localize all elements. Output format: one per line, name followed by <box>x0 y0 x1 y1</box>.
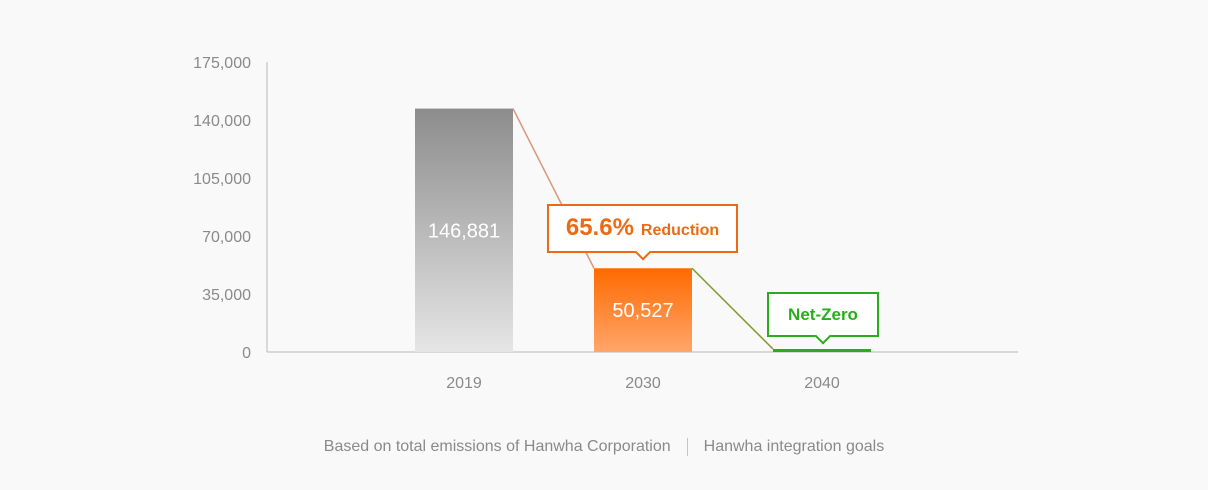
footnote-source: Based on total emissions of Hanwha Corpo… <box>323 438 671 455</box>
bar-value-label: 146,881 <box>428 220 500 242</box>
trend-connector <box>691 267 774 350</box>
reduction-callout: 65.6% Reduction <box>547 204 738 253</box>
x-tick-label: 2030 <box>625 375 661 392</box>
footnote: Based on total emissions of Hanwha Corpo… <box>0 438 1208 456</box>
y-tick-label: 35,000 <box>202 287 251 304</box>
y-tick-label: 175,000 <box>193 55 251 72</box>
y-tick-label: 105,000 <box>193 171 251 188</box>
bar-2019 <box>415 108 513 352</box>
bar-2040 <box>773 349 871 352</box>
bar-2030 <box>594 268 692 352</box>
reduction-percent: 65.6% <box>565 214 634 241</box>
y-tick-label: 140,000 <box>193 113 251 130</box>
bar-value-label: 50,527 <box>612 300 673 322</box>
net-zero-callout: Net-Zero <box>767 292 879 337</box>
footnote-divider <box>686 438 688 456</box>
y-tick-label: 0 <box>242 345 251 362</box>
footnote-goals: Hanwha integration goals <box>703 438 885 455</box>
y-tick-label: 70,000 <box>202 229 251 246</box>
x-tick-label: 2019 <box>446 375 482 392</box>
reduction-label: Reduction <box>640 222 720 239</box>
x-tick-label: 2040 <box>804 375 840 392</box>
net-zero-label: Net-Zero <box>788 304 858 324</box>
